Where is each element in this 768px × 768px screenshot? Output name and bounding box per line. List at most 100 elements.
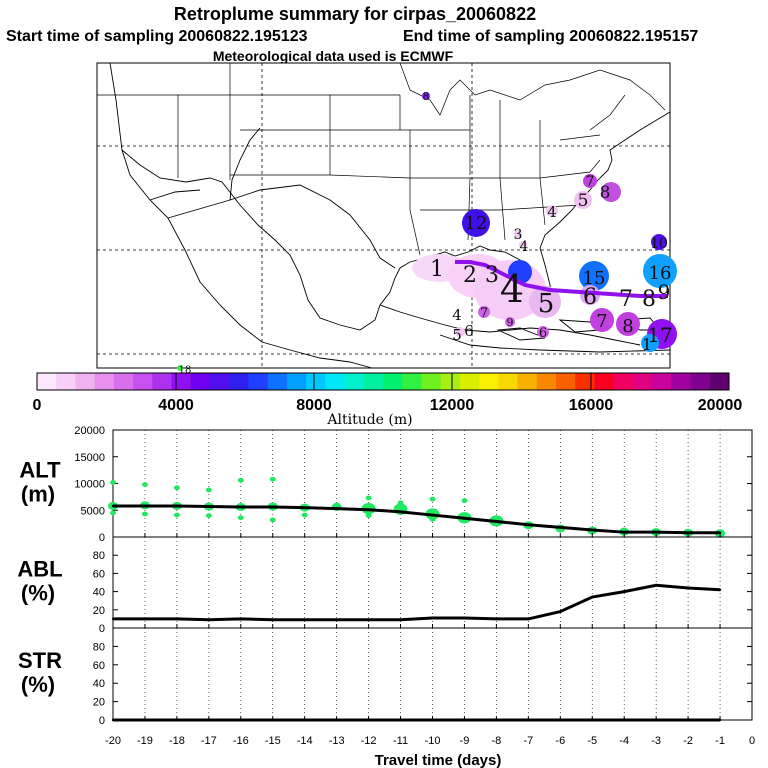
colorbar-cell (402, 373, 422, 390)
x-tick-label: -4 (619, 735, 629, 747)
colorbar-cell (383, 373, 403, 390)
title-end-time: End time of sampling 20060822.195157 (403, 28, 698, 45)
colorbar-cell (152, 373, 173, 390)
map-borders (97, 62, 666, 256)
data-point (686, 586, 690, 590)
colorbar-cell (632, 373, 653, 390)
data-point (431, 513, 434, 517)
data-point (335, 618, 338, 622)
map-label: 7 (586, 174, 595, 190)
map-label: 1 (430, 257, 444, 282)
colorbar-cell (556, 373, 576, 390)
data-point (399, 618, 402, 622)
scatter-point (205, 487, 212, 493)
x-tick-label: -12 (361, 735, 377, 747)
data-point (399, 510, 402, 514)
colorbar: 0 4000 8000 12000 16000 20000 Altitude (… (33, 372, 742, 428)
data-point (239, 505, 242, 509)
scatter-point (173, 485, 180, 491)
colorbar-cell (94, 373, 115, 390)
map-label: 4 (500, 267, 524, 311)
colorbar-cell (517, 373, 538, 390)
scatter-point (141, 511, 148, 517)
scatter-point (269, 517, 276, 523)
data-point (175, 617, 179, 621)
map-label: 8 (600, 183, 611, 203)
colorbar-cell (498, 373, 519, 390)
x-tick-label: -6 (555, 735, 565, 747)
colorbar-ticks (175, 373, 592, 390)
panel-frame (112, 536, 753, 629)
x-tick-label: -7 (523, 735, 533, 747)
map-label: 5 (578, 191, 589, 211)
y-axis-label-unit: (m) (21, 482, 55, 507)
series-line-abl (113, 583, 721, 622)
y-tick-label: 15000 (74, 452, 105, 464)
colorbar-cell (75, 373, 96, 390)
scatter-point (110, 480, 116, 485)
data-point (303, 506, 306, 509)
series-line-alt (113, 504, 721, 535)
x-tick-label: -13 (329, 735, 345, 747)
x-tick-label: -16 (233, 735, 249, 747)
scatter-point (110, 510, 116, 516)
x-tick-label: -10 (425, 735, 441, 747)
colorbar-cell (190, 373, 211, 390)
data-point (623, 590, 626, 593)
map-trajectory-dots (177, 92, 677, 371)
colorbar-cell (652, 373, 672, 390)
data-point (559, 610, 562, 613)
colorbar-frame (36, 372, 730, 391)
data-point (559, 526, 562, 529)
map-label: 9 (507, 316, 514, 329)
scatter-point (141, 482, 148, 487)
colorbar-cell (248, 373, 269, 390)
map-label: 18 (179, 365, 192, 376)
colorbar-cell (709, 373, 730, 390)
map-label: 12 (465, 213, 488, 234)
y-tick-label: 40 (93, 587, 105, 599)
data-point (271, 505, 274, 509)
data-point (527, 523, 530, 526)
y-tick-label: 0 (99, 623, 105, 635)
panel-frame (112, 627, 753, 721)
colorbar-cell (133, 373, 153, 390)
x-tick-label: -1 (715, 735, 725, 747)
map-label: 7 (619, 287, 633, 312)
data-point (718, 588, 722, 591)
map-label: 4 (452, 306, 462, 324)
y-axis-label-unit: (%) (21, 581, 55, 606)
data-point (495, 520, 498, 523)
data-point (431, 616, 434, 620)
scatter-point (269, 476, 276, 482)
scatter-point (365, 495, 372, 501)
colorbar-label: Altitude (m) (326, 412, 412, 428)
colorbar-cell (671, 373, 692, 390)
data-point (623, 530, 626, 534)
data-point (303, 618, 306, 622)
data-point (654, 530, 658, 534)
x-tick-label: -17 (201, 735, 217, 747)
colorbar-cell (113, 373, 134, 390)
data-point (175, 504, 179, 508)
colorbar-tick-label: 16000 (569, 397, 614, 414)
colorbar-cell (56, 373, 76, 390)
x-tick-label: -8 (492, 735, 502, 747)
data-point (143, 504, 147, 508)
map-label: 4 (520, 239, 529, 255)
map-label: 9 (658, 280, 671, 304)
y-tick-label: 20 (93, 605, 105, 617)
scatter-point (429, 496, 436, 502)
y-tick-label: 20 (93, 697, 105, 709)
x-axis-label: Travel time (days) (375, 752, 502, 768)
map-label: 5 (538, 289, 555, 319)
colorbar-cell (344, 373, 365, 390)
x-tick-label: -20 (105, 735, 121, 747)
colorbar-tick-label: 4000 (158, 397, 194, 414)
data-point (239, 617, 242, 621)
y-tick-label: 60 (93, 568, 105, 580)
colorbar-cell (286, 373, 307, 390)
colorbar-cell (171, 373, 192, 390)
